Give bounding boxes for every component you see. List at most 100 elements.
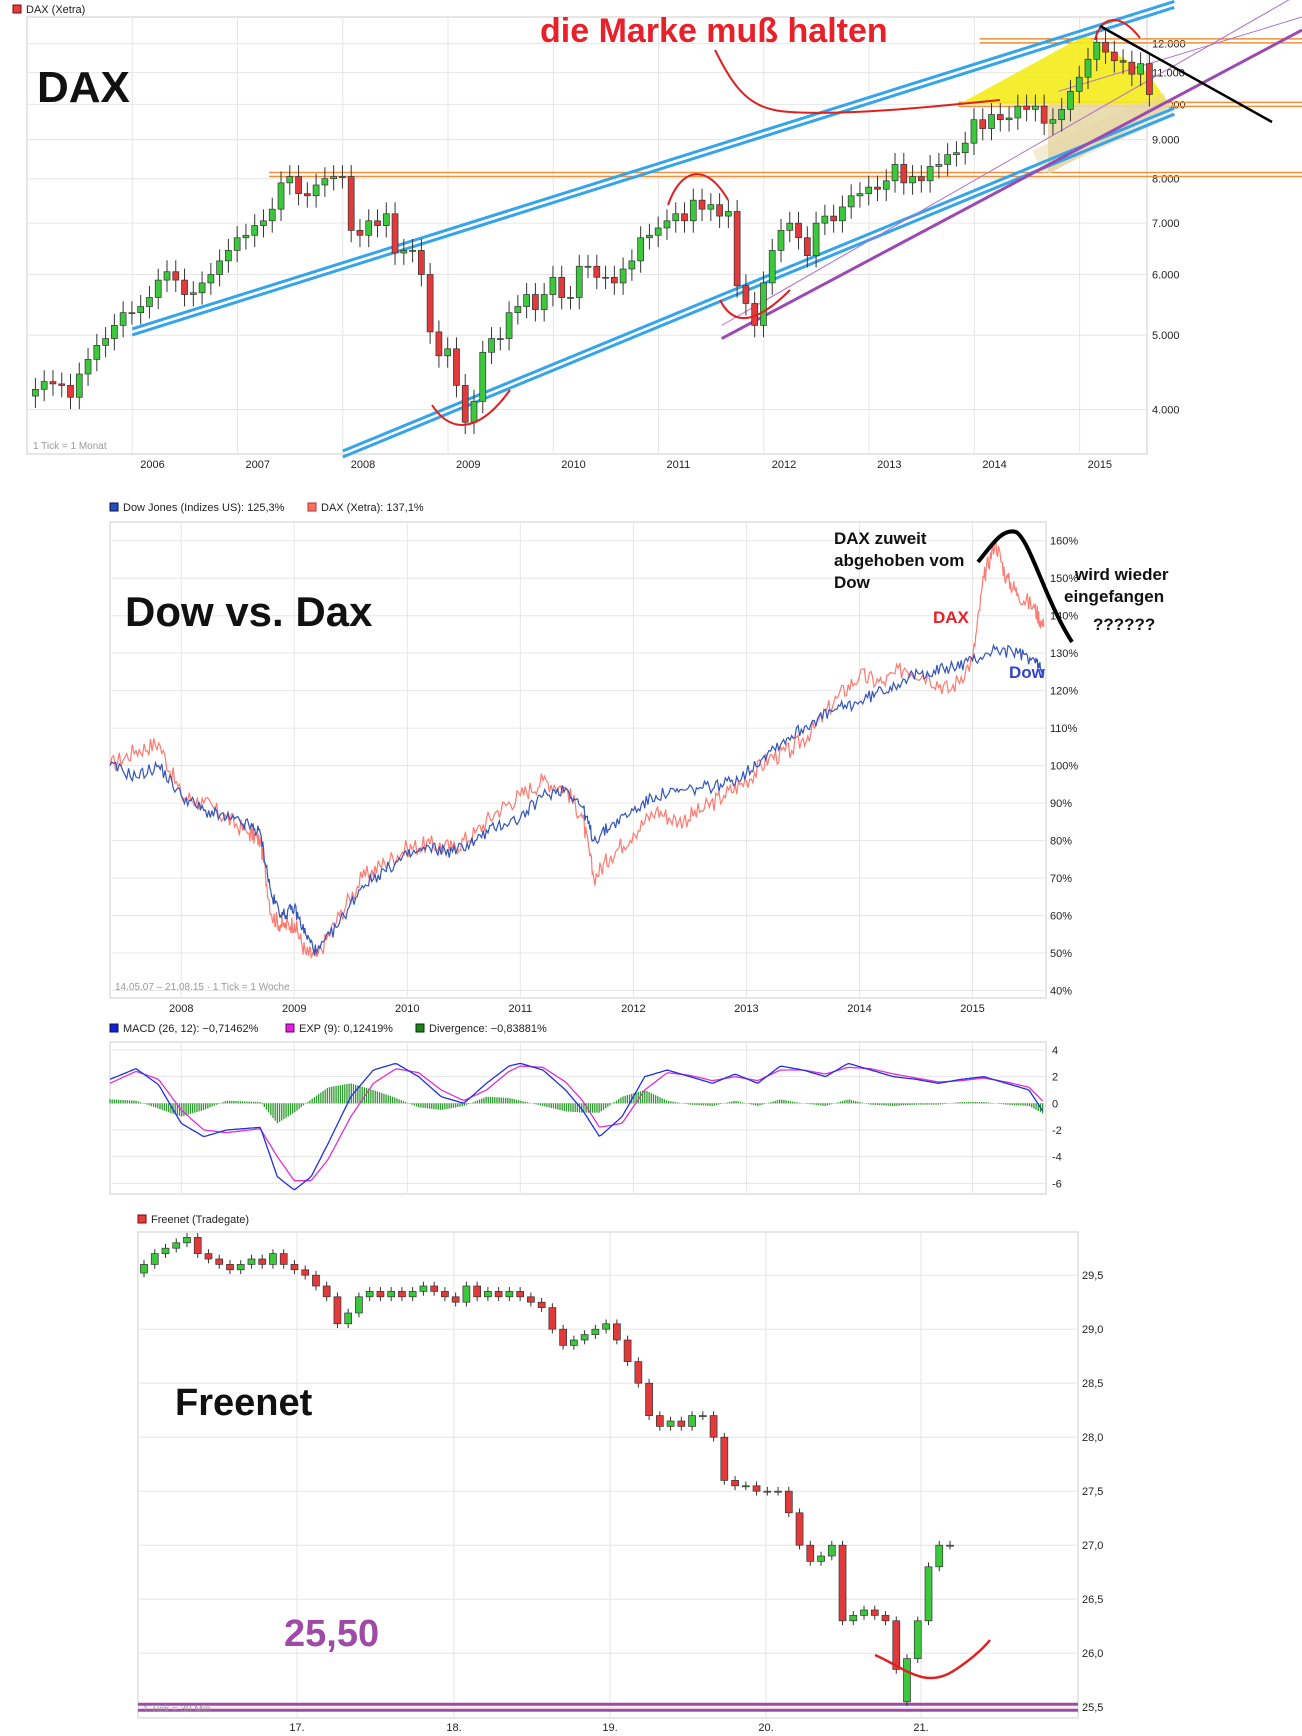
dax-candle-body [400, 250, 408, 254]
freenet-candle-body [279, 1253, 288, 1265]
dax-candle-body [409, 250, 416, 252]
freenet-candle-body [741, 1485, 750, 1488]
freenet-candle-body [355, 1296, 363, 1314]
dax-candle-body [1005, 117, 1013, 121]
dax-candle-body [1023, 105, 1030, 110]
exp-legend: EXP (9): 0,12419% [299, 1023, 393, 1035]
freenet-candle-body [484, 1291, 492, 1298]
dax-y-tick-label: 5.000 [1152, 330, 1180, 342]
dax-candle-body [926, 166, 934, 182]
freenet-candle-body [591, 1328, 600, 1335]
freenet-y-tick-labels: 25,5 26,0 26,5 27,0 27,5 28,0 28,5 29,0 29,5 [1082, 1270, 1103, 1714]
dax-2011-top-arc [667, 173, 729, 206]
dax-candle-body [286, 176, 294, 184]
freenet-y-tick-label: 29,0 [1082, 1324, 1103, 1336]
dax-candle-body [891, 164, 899, 182]
dax-candle-body [1102, 41, 1109, 53]
dax-candle-body [488, 338, 495, 353]
freenet-candle-body [301, 1269, 310, 1276]
dax-candle-body [1067, 90, 1074, 110]
dax-candle-body [602, 276, 609, 279]
dax-candle-body [1058, 109, 1066, 121]
dax-candle-body [1110, 51, 1118, 62]
dax-candle-body [567, 297, 574, 299]
macd-y-tick-label: -6 [1052, 1178, 1062, 1190]
freenet-y-tick-label: 28,0 [1082, 1432, 1103, 1444]
dax-candle-body [365, 220, 373, 236]
dax-candle-body [882, 180, 890, 190]
dax-candle-body [198, 282, 206, 294]
dax-candle-body [558, 276, 566, 298]
freenet-candle-body [580, 1334, 589, 1341]
freenet-bottom-arc [874, 1639, 991, 1680]
freenet-candle-body [602, 1323, 610, 1330]
dax-x-tick-label: 2014 [982, 459, 1006, 471]
macd-y-tick-label: -2 [1052, 1125, 1062, 1137]
freenet-candle-body [430, 1285, 439, 1292]
dax-x-tick-label: 2007 [246, 459, 270, 471]
dax-candle-body [1146, 63, 1153, 95]
dax-candle-body [32, 388, 39, 397]
freenet-candle-body [903, 1658, 911, 1703]
dax-candle-body [865, 186, 873, 194]
dax-candle-body [725, 211, 732, 217]
dax-candle-body [119, 312, 127, 326]
dax-panel: DAX (Xetra) 4.000 5.000 6.000 7.000 8.000 9.0… [12, 0, 1302, 471]
dax-candle-body [549, 276, 557, 295]
dax-candle-body [1075, 76, 1083, 92]
freenet-candle-body [322, 1285, 331, 1298]
dax-y-tick-label: 6.000 [1152, 269, 1180, 281]
freenet-candle-body [881, 1615, 890, 1622]
freenet-candle-body [312, 1274, 320, 1287]
dax-candle-body [523, 294, 530, 307]
recapture-note-1: wird wieder [1074, 565, 1169, 584]
freenet-candle-body [613, 1323, 621, 1341]
macd-plot-frame [109, 1041, 1047, 1195]
dax-candle-body [67, 385, 74, 398]
dax-yellow-triangle [958, 35, 1170, 105]
freenet-candle-body [623, 1339, 632, 1362]
freenet-candle-body [494, 1291, 503, 1298]
dax-candle-body [295, 176, 302, 194]
dax-candle-body [917, 176, 925, 182]
dax-y-tick-label: 8.000 [1152, 174, 1180, 186]
freenet-gridlines [138, 1232, 1078, 1718]
dax-candle-body [1093, 41, 1101, 60]
dow-legend-swatch [109, 502, 119, 512]
dax-candle-body [189, 292, 197, 295]
dax-candle-body [225, 250, 232, 262]
dax-y-tick-label: 11.000 [1152, 68, 1185, 80]
dax-x-tick-label: 2010 [561, 459, 585, 471]
dax-candle-body [707, 204, 715, 210]
dow-line-label: Dow [1009, 663, 1046, 682]
dax-candle-body [953, 152, 960, 155]
dax-candle-body [593, 265, 601, 278]
dax-legend-swatch [12, 4, 22, 14]
dax-2009-bottom-arc [431, 389, 511, 426]
freenet-candle-body [784, 1490, 793, 1514]
dow-dax-y-tick-label: 110% [1050, 723, 1078, 735]
dax-x-tick-label: 2013 [877, 459, 901, 471]
dax-candle-body [681, 213, 688, 222]
freenet-candle-body [634, 1361, 643, 1384]
dow-dax-y-tick-label: 150% [1050, 573, 1078, 585]
dax-candle-body [786, 222, 794, 231]
freenet-candle-body [688, 1415, 696, 1427]
dax-candle-body [268, 208, 276, 222]
dax-reversal-arrow [976, 529, 1074, 644]
recapture-note-3: ?????? [1093, 615, 1155, 634]
freenet-candle-body [924, 1566, 933, 1622]
dax-candle-body [646, 234, 653, 239]
dax-y-tick-label: 12.000 [1152, 39, 1186, 51]
freenet-candle-body [236, 1264, 245, 1271]
dow-dax-y-tick-label: 120% [1050, 686, 1078, 698]
freenet-panel: Freenet (Tradegate) 25,5 26,0 26,5 27,0 27,5… [137, 1214, 1103, 1734]
dax-candle-body [900, 164, 908, 184]
recapture-note-2: eingefangen [1064, 587, 1164, 606]
dax-candle-body [1032, 105, 1039, 110]
freenet-candle-body [419, 1285, 428, 1292]
dax-decoupled-note-1: DAX zuweit [834, 529, 927, 548]
dax-candle-body [426, 274, 434, 333]
dax-footnote: 1 Tick = 1 Monat [33, 441, 107, 452]
dax-candle-body [347, 176, 355, 231]
